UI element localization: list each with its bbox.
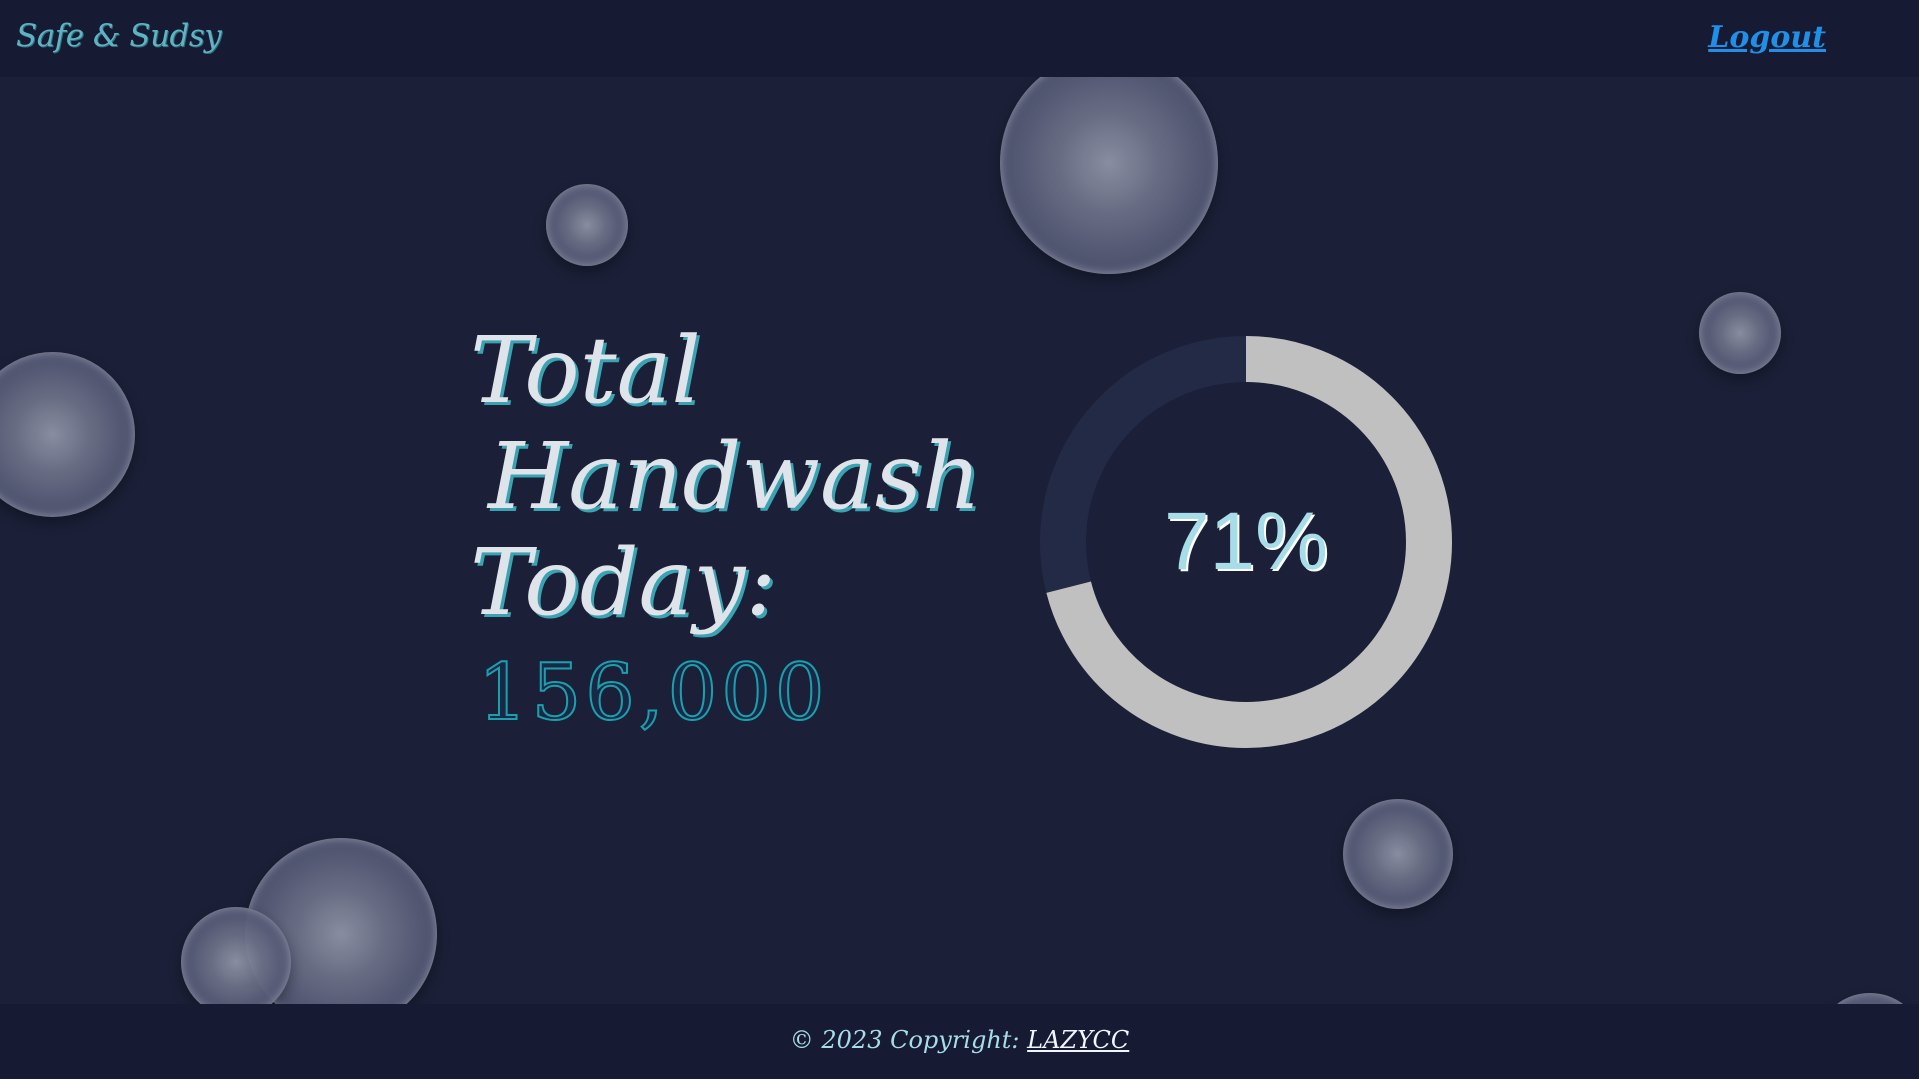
- total-handwash-heading: Total Handwash Today:: [470, 317, 982, 636]
- bubble-icon: [546, 184, 628, 266]
- progress-percent-label: 71%: [1163, 496, 1329, 587]
- progress-ring-fill: [1040, 336, 1452, 748]
- bubble-icon: [181, 907, 291, 1017]
- bubble-icon: [1000, 52, 1218, 274]
- progress-ring: [1040, 336, 1452, 748]
- headline-line-3: Today:: [470, 529, 777, 636]
- footer-copyright: © 2023 Copyright: LAZYCC: [0, 1026, 1919, 1054]
- top-navbar: Safe & Sudsy Logout: [0, 0, 1919, 77]
- bubble-icon: [1699, 292, 1781, 374]
- bubble-icon: [1343, 799, 1453, 909]
- total-handwash-count: 156,000: [477, 647, 829, 739]
- headline-line-2: Handwash: [488, 423, 982, 530]
- copyright-text: © 2023 Copyright:: [789, 1026, 1028, 1054]
- lazycc-link[interactable]: LAZYCC: [1027, 1026, 1130, 1054]
- logout-link[interactable]: Logout: [1708, 20, 1826, 55]
- headline-line-1: Total: [470, 317, 701, 424]
- brand-title[interactable]: Safe & Sudsy: [16, 18, 222, 54]
- footer: © 2023 Copyright: LAZYCC: [0, 1004, 1919, 1079]
- bubble-icon: [0, 352, 135, 517]
